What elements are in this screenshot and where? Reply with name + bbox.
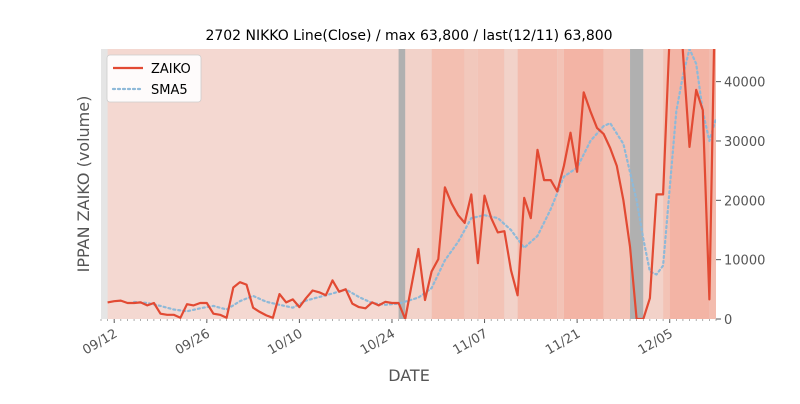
background-band-12 [669,49,710,319]
legend-label-sma5: SMA5 [151,83,188,98]
y-tick-label-4: 40000 [724,76,765,91]
gray-band-1 [630,49,644,319]
y-axis-label: IPPAN ZAIKO (volume) [74,96,93,273]
legend-label-zaiko: ZAIKO [151,62,191,77]
background-band-6 [517,49,558,319]
background-band-7 [557,49,564,319]
background-band-1 [405,49,432,319]
x-tick-label-2: 10/10 [265,326,305,358]
y-tick-label-3: 30000 [724,135,765,150]
background-band-11 [663,49,670,319]
gray-band-0 [398,49,406,319]
background-band-9 [603,49,631,319]
series-line-sma5 [133,49,716,313]
background-band-13 [709,49,716,319]
legend-frame [106,54,202,103]
background-band-5 [504,49,518,319]
x-axis-label: DATE [388,366,430,385]
background-band-10 [643,49,664,319]
y-tick-label-0: 0 [724,313,732,328]
legend: ZAIKO SMA5 [106,54,202,103]
x-tick-label-0: 09/12 [80,326,120,358]
background-band-3 [464,49,478,319]
series-lines [107,49,716,319]
background-band-4 [477,49,505,319]
x-tick-label-1: 09/26 [173,326,213,358]
background-band-8 [563,49,604,319]
x-tick-label-4: 11/07 [451,326,491,358]
x-tick-label-6: 12/05 [636,326,676,358]
x-tick-label-3: 10/24 [358,326,398,358]
y-tick-label-2: 20000 [724,194,765,209]
chart-title: 2702 NIKKO Line(Close) / max 63,800 / la… [205,28,612,44]
x-tick-label-5: 11/21 [543,326,583,358]
series-line-zaiko [107,49,716,319]
y-tick-label-1: 10000 [724,254,765,269]
